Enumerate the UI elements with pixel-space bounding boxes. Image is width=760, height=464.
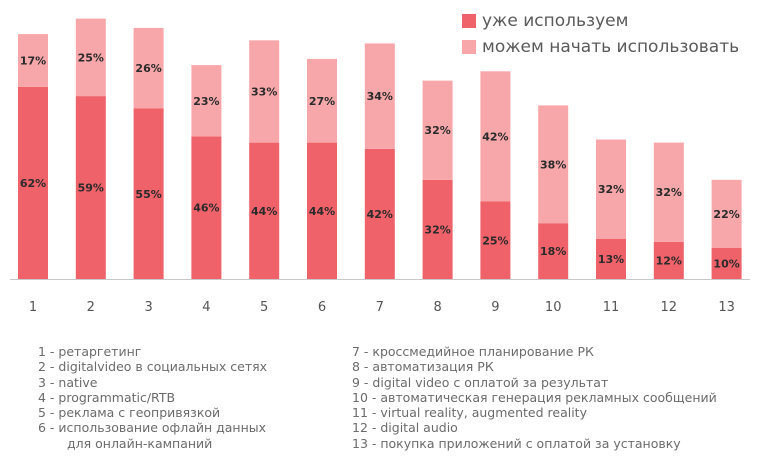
legend-item-used: уже используем	[462, 8, 739, 34]
note-item: 8 - автоматизация РК	[352, 359, 494, 375]
data-label-used-8: 32%	[424, 223, 450, 236]
note-item: 9 - digital video с оплатой за результат	[352, 374, 609, 390]
bar-used-9	[480, 201, 511, 279]
category-notes-right: 7 - кроссмедийное планирование РК 8 - авт…	[352, 344, 717, 451]
x-tick-label-13: 13	[718, 300, 735, 315]
data-label-could-start-3: 26%	[135, 62, 161, 75]
legend: уже используем можем начать использовать	[462, 8, 739, 60]
bar-could-start-1	[18, 34, 48, 87]
bar-used-2	[75, 96, 106, 279]
bar-used-12	[653, 241, 684, 279]
note-item: 13 - покупка приложений с оплатой за уст…	[352, 435, 681, 451]
data-label-could-start-4: 23%	[193, 95, 219, 108]
x-tick-label-5: 5	[260, 300, 268, 315]
bar-used-5	[249, 142, 280, 279]
data-label-used-13: 10%	[713, 258, 739, 271]
bar-used-11	[596, 238, 626, 279]
category-notes-left: 1 - ретаргетинг 2 - digitalvideo в социал…	[38, 344, 267, 451]
bar-could-start-12	[653, 142, 684, 242]
note-item: 5 - реклама с геопривязкой	[38, 405, 221, 421]
note-item: 12 - digital audio	[352, 420, 458, 436]
legend-swatch-could-start	[462, 40, 476, 54]
bar-could-start-13	[711, 179, 742, 248]
data-label-could-start-7: 34%	[367, 90, 393, 103]
bar-used-13	[711, 248, 742, 279]
legend-swatch-used	[462, 14, 476, 28]
bar-used-4	[191, 136, 222, 279]
data-label-could-start-5: 33%	[251, 85, 277, 98]
bar-used-6	[307, 142, 337, 279]
bar-could-start-7	[364, 43, 395, 149]
bar-used-7	[364, 148, 395, 279]
bar-could-start-9	[480, 71, 511, 202]
data-label-used-12: 12%	[656, 254, 682, 267]
bar-used-10	[538, 223, 569, 279]
note-item: 3 - native	[38, 374, 98, 390]
data-label-used-4: 46%	[193, 202, 219, 215]
data-label-used-10: 18%	[540, 245, 566, 258]
bar-could-start-10	[538, 105, 569, 224]
bars-group: 62% 17% 59% 25% 55% 26% 46% 23% 44% 33% 44% 27% 42% 3…	[18, 18, 742, 279]
x-tick-label-7: 7	[376, 300, 384, 315]
x-tick-label-11: 11	[603, 300, 620, 315]
bar-could-start-11	[596, 139, 626, 239]
note-item: 11 - virtual reality, augmented reality	[352, 405, 587, 421]
x-tick-label-9: 9	[491, 300, 499, 315]
data-label-could-start-13: 22%	[713, 208, 739, 221]
bar-could-start-4	[191, 65, 222, 137]
legend-label-used: уже используем	[482, 11, 629, 31]
x-tick-label-10: 10	[545, 300, 562, 315]
bar-used-3	[133, 108, 164, 279]
x-tick-label-12: 12	[661, 300, 678, 315]
note-item: 6 - использование офлайн данных	[38, 420, 267, 436]
data-label-could-start-1: 17%	[20, 54, 46, 67]
data-label-used-6: 44%	[309, 205, 335, 218]
x-tick-label-1: 1	[29, 300, 37, 315]
bar-could-start-8	[422, 80, 453, 180]
bar-could-start-3	[133, 27, 164, 109]
x-tick-label-3: 3	[144, 300, 152, 315]
data-label-used-1: 62%	[20, 177, 46, 190]
bar-used-1	[18, 86, 48, 279]
x-tick-label-6: 6	[318, 300, 326, 315]
data-label-used-2: 59%	[78, 182, 104, 195]
x-tick-label-2: 2	[87, 300, 95, 315]
bar-could-start-5	[249, 40, 280, 143]
data-label-could-start-9: 42%	[482, 130, 508, 143]
data-label-could-start-10: 38%	[540, 158, 566, 171]
x-tick-label-8: 8	[433, 300, 441, 315]
bar-could-start-2	[75, 18, 106, 97]
data-label-could-start-12: 32%	[656, 186, 682, 199]
data-label-could-start-8: 32%	[424, 124, 450, 137]
data-label-used-5: 44%	[251, 205, 277, 218]
data-label-could-start-2: 25%	[78, 51, 104, 64]
bar-used-8	[422, 179, 453, 279]
data-label-used-3: 55%	[135, 188, 161, 201]
note-item: 2 - digitalvideo в социальных сетях	[38, 359, 268, 375]
legend-item-could-start: можем начать использовать	[462, 34, 739, 60]
note-item: 4 - programmatic/RTB	[38, 389, 176, 405]
note-item: 7 - кроссмедийное планирование РК	[352, 344, 594, 359]
legend-label-could-start: можем начать использовать	[482, 37, 740, 57]
stacked-bar-chart: 62% 17% 59% 25% 55% 26% 46% 23% 44% 33% 44% 27% 42% 3…	[10, 18, 750, 315]
note-item: 10 - автоматическая генерация рекламных …	[352, 389, 717, 405]
note-continuation: для онлайн-кампаний	[67, 435, 213, 451]
data-label-could-start-6: 27%	[309, 95, 335, 108]
bar-could-start-6	[307, 58, 337, 143]
data-label-used-9: 25%	[482, 234, 508, 247]
x-tick-label-4: 4	[202, 300, 210, 315]
data-label-used-11: 13%	[598, 253, 624, 266]
data-label-could-start-11: 32%	[598, 183, 624, 196]
data-label-used-7: 42%	[367, 208, 393, 221]
note-item: 1 - ретаргетинг	[38, 344, 142, 359]
x-tick-labels: 1 2 3 4 5 6 7 8 9 10 11 12 13	[29, 300, 735, 315]
